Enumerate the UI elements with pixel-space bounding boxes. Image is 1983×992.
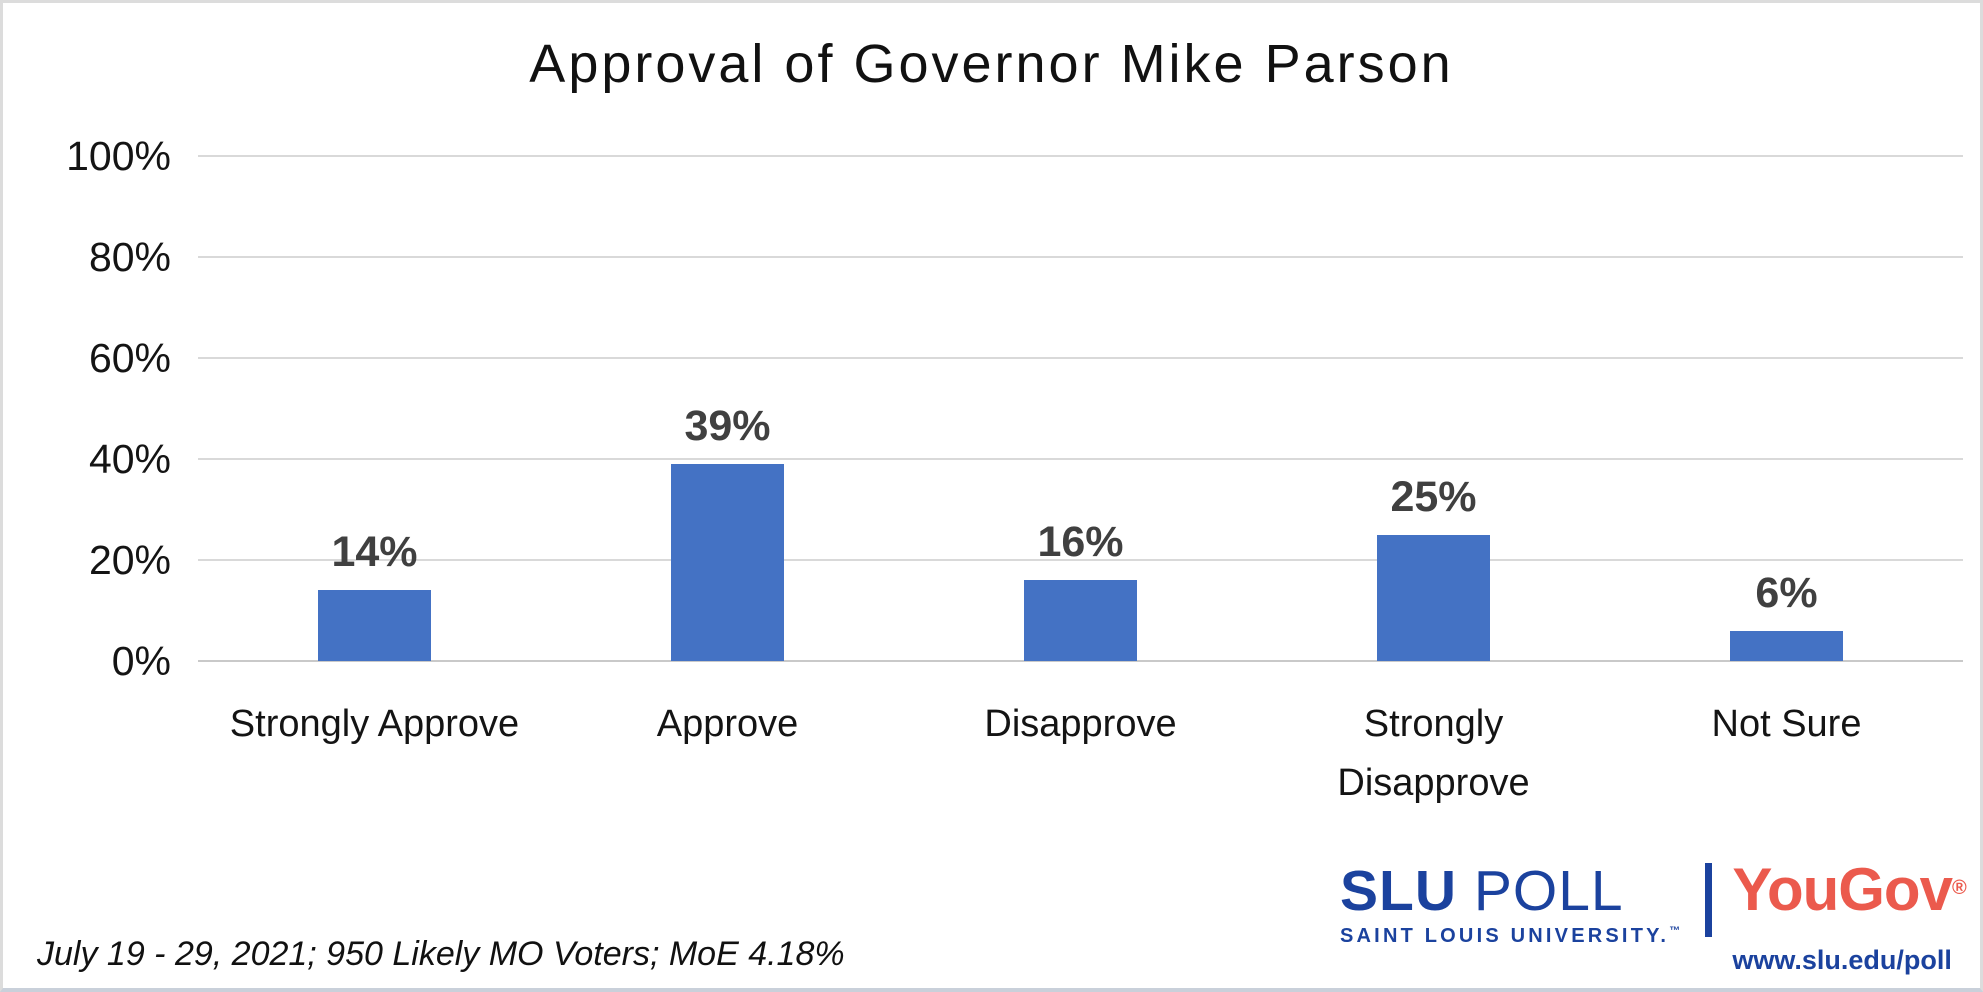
yougov-name: YouGov [1732, 856, 1953, 923]
y-axis-tick-label: 60% [88, 335, 171, 381]
registered-symbol: ® [1951, 877, 1967, 899]
y-axis-tick-label: 0% [111, 638, 171, 684]
category-label-not-sure: Not Sure [1711, 703, 1862, 745]
category-label-strongly-disapprove: Strongly Disapprove [1337, 703, 1530, 804]
value-label-strongly-disapprove: 25% [1390, 472, 1477, 521]
category-label-disapprove: Disapprove [984, 703, 1177, 745]
slu-subtitle-text: SAINT LOUIS UNIVERSITY. [1340, 925, 1670, 947]
y-axis-tick-label: 100% [66, 133, 171, 179]
x-axis-line [198, 660, 1963, 662]
slu-poll-logo: SLU POLL SAINT LOUIS UNIVERSITY.™ [1340, 861, 1683, 948]
bar-not-sure [1730, 630, 1843, 661]
brand-divider-bar [1705, 863, 1713, 937]
gridline-20pct [198, 559, 1963, 561]
bar-disapprove [1024, 580, 1137, 661]
chart-footnote: July 19 - 29, 2021; 950 Likely MO Voters… [37, 935, 845, 973]
trademark-symbol: ™ [1669, 925, 1684, 937]
y-axis-tick-label: 80% [88, 234, 171, 280]
yougov-logo: YouGov® www.slu.edu/poll [1732, 860, 1967, 976]
y-axis-tick-label: 40% [88, 436, 171, 482]
bar-strongly-disapprove [1377, 534, 1490, 661]
value-label-approve: 39% [684, 402, 771, 451]
slu-poll-url: www.slu.edu/poll [1732, 945, 1952, 975]
bar-approve [671, 464, 784, 661]
yougov-wordmark: YouGov® [1732, 860, 1967, 920]
slu-wordmark-poll: POLL [1457, 859, 1624, 923]
category-label-approve: Approve [656, 703, 799, 745]
gridline-60pct [198, 357, 1963, 359]
slu-subtitle: SAINT LOUIS UNIVERSITY.™ [1340, 925, 1683, 948]
gridline-40pct [198, 458, 1963, 460]
y-axis-tick-label: 20% [88, 537, 171, 583]
branding-block: SLU POLL SAINT LOUIS UNIVERSITY.™ YouGov… [1340, 860, 1967, 976]
value-label-strongly-approve: 14% [331, 528, 418, 577]
value-label-not-sure: 6% [1755, 568, 1818, 617]
category-label-strongly-approve: Strongly Approve [229, 703, 520, 745]
gridline-100pct [198, 155, 1963, 157]
value-label-disapprove: 16% [1037, 518, 1124, 567]
slu-wordmark-slu: SLU [1340, 859, 1457, 923]
chart-title: Approval of Governor Mike Parson [529, 34, 1454, 94]
slu-poll-wordmark: SLU POLL [1340, 861, 1683, 921]
gridline-80pct [198, 256, 1963, 258]
bar-strongly-approve [318, 590, 431, 661]
